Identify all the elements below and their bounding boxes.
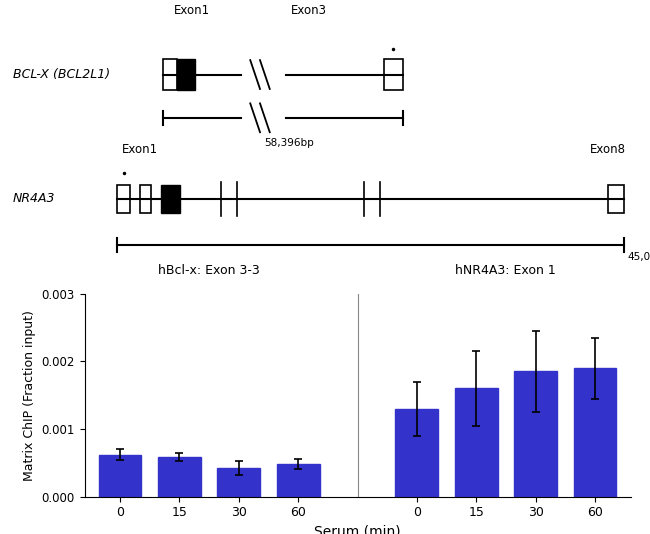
Bar [514, 372, 557, 497]
Text: Exon8: Exon8 [590, 143, 626, 156]
Text: BCL-X (BCL2L1): BCL-X (BCL2L1) [13, 68, 110, 81]
X-axis label: Serum (min): Serum (min) [314, 525, 401, 534]
Bar [395, 409, 438, 497]
Text: hBcl-x: Exon 3-3: hBcl-x: Exon 3-3 [158, 264, 260, 278]
Bar [218, 468, 260, 497]
Bar [99, 454, 142, 497]
Bar [277, 464, 320, 497]
Text: Exon3: Exon3 [291, 4, 327, 17]
Bar [608, 185, 624, 214]
Bar [161, 185, 180, 214]
Bar [384, 59, 403, 90]
Bar [177, 59, 195, 90]
Text: NR4A3: NR4A3 [13, 192, 55, 206]
Bar [117, 185, 130, 214]
Text: hNR4A3: Exon 1: hNR4A3: Exon 1 [456, 264, 556, 278]
Bar [455, 388, 497, 497]
Text: Exon1: Exon1 [174, 4, 210, 17]
Bar [140, 185, 151, 214]
Text: 58,396bp: 58,396bp [265, 138, 314, 148]
Bar [573, 368, 616, 497]
Text: 45,037bp: 45,037bp [627, 253, 650, 262]
Y-axis label: Matrix ChIP (Fraction input): Matrix ChIP (Fraction input) [23, 310, 36, 481]
Bar [162, 59, 177, 90]
Bar [158, 458, 201, 497]
Text: Exon1: Exon1 [122, 143, 158, 156]
